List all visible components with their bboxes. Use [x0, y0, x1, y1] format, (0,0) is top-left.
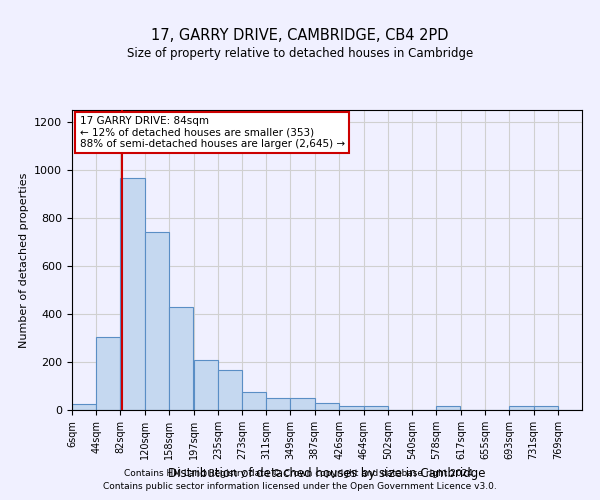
Bar [169, 307, 193, 410]
Bar [145, 232, 169, 410]
Text: Contains HM Land Registry data © Crown copyright and database right 2024.: Contains HM Land Registry data © Crown c… [124, 468, 476, 477]
Bar [340, 406, 364, 410]
Bar [290, 398, 314, 410]
Bar [72, 404, 96, 410]
Text: Size of property relative to detached houses in Cambridge: Size of property relative to detached ho… [127, 48, 473, 60]
Bar [314, 403, 339, 410]
Text: Contains public sector information licensed under the Open Government Licence v3: Contains public sector information licen… [103, 482, 497, 491]
Text: 17, GARRY DRIVE, CAMBRIDGE, CB4 2PD: 17, GARRY DRIVE, CAMBRIDGE, CB4 2PD [151, 28, 449, 42]
Bar [218, 370, 242, 410]
Bar [194, 360, 218, 410]
Bar [121, 178, 145, 410]
Bar [436, 406, 460, 410]
Bar [509, 406, 533, 410]
Text: 17 GARRY DRIVE: 84sqm
← 12% of detached houses are smaller (353)
88% of semi-det: 17 GARRY DRIVE: 84sqm ← 12% of detached … [80, 116, 345, 149]
X-axis label: Distribution of detached houses by size in Cambridge: Distribution of detached houses by size … [168, 468, 486, 480]
Bar [533, 406, 558, 410]
Bar [266, 398, 290, 410]
Bar [364, 406, 388, 410]
Y-axis label: Number of detached properties: Number of detached properties [19, 172, 29, 348]
Bar [242, 392, 266, 410]
Bar [96, 337, 121, 410]
